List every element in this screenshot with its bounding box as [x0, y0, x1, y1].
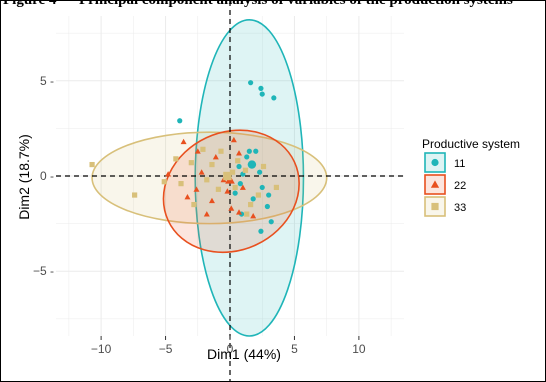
- point-33: [273, 184, 279, 191]
- point-33: [255, 192, 261, 198]
- point-11: [258, 228, 264, 234]
- x-axis-label: Dim1 (44%): [207, 346, 281, 362]
- point-11: [244, 154, 250, 160]
- point-22: [230, 136, 237, 143]
- point-11: [259, 184, 265, 191]
- point-33: [244, 211, 250, 217]
- point-11: [236, 163, 242, 170]
- y-tick-label: −5 -: [33, 264, 54, 278]
- point-11: [246, 148, 252, 154]
- point-11: [248, 80, 254, 86]
- point-22: [165, 171, 172, 177]
- point-33: [248, 201, 254, 208]
- point-33: [132, 192, 138, 198]
- point-22: [193, 186, 200, 192]
- point-11: [258, 85, 264, 91]
- point-22: [194, 148, 201, 154]
- point-33: [173, 156, 179, 162]
- point-33: [191, 201, 197, 208]
- x-tick-label: 0: [227, 342, 234, 356]
- ellipse-22: [162, 129, 300, 254]
- y-tick-label: 0 -: [40, 169, 54, 183]
- point-11: [177, 118, 183, 124]
- point-33: [188, 160, 194, 166]
- legend-label-22: 22: [454, 180, 466, 192]
- x-tick-label: −10: [91, 342, 112, 356]
- point-33: [242, 167, 249, 173]
- point-11: [266, 192, 272, 198]
- point-11: [268, 219, 274, 225]
- point-11: [257, 169, 263, 175]
- point-33: [200, 146, 206, 152]
- y-axis-label: Dim2 (18.7%): [16, 134, 32, 220]
- legend-label-33: 33: [454, 202, 466, 214]
- point-11: [264, 203, 270, 210]
- point-22: [212, 153, 219, 160]
- centroid-11: [247, 160, 257, 169]
- point-22: [208, 197, 215, 204]
- point-11: [232, 190, 238, 196]
- point-11: [259, 91, 265, 97]
- point-33: [218, 148, 224, 154]
- point-22: [236, 209, 243, 215]
- point-33: [178, 181, 184, 187]
- data-points: [89, 80, 279, 234]
- point-33: [161, 179, 167, 185]
- y-tick-label: 5 -: [40, 74, 54, 88]
- point-22: [180, 138, 187, 145]
- point-22: [239, 184, 246, 190]
- point-22: [236, 150, 243, 156]
- point-33: [235, 158, 241, 164]
- legend-marker-33: [431, 202, 439, 211]
- ellipse-11: [194, 19, 305, 337]
- point-11: [250, 196, 256, 202]
- point-11: [271, 95, 277, 101]
- x-tick-label: 10: [352, 342, 366, 356]
- x-axis-ticks: −10 −5 0 5 10: [91, 336, 366, 356]
- y-axis-ticks: −5 - 0 - 5 -: [33, 74, 54, 278]
- point-22: [228, 205, 235, 211]
- point-33: [232, 184, 238, 191]
- legend-title: Productive system: [422, 137, 520, 151]
- point-33: [260, 163, 267, 170]
- point-33: [229, 169, 236, 175]
- point-22: [203, 211, 210, 217]
- point-33: [204, 177, 210, 183]
- point-11: [253, 148, 259, 154]
- point-33: [215, 186, 221, 192]
- clipped-figure-caption: Figure 4 — Principal component analysis …: [3, 0, 513, 8]
- point-22: [224, 188, 231, 194]
- point-11: [237, 181, 243, 187]
- point-33: [209, 161, 215, 168]
- point-22: [184, 193, 191, 200]
- legend-marker-11: [431, 158, 439, 167]
- point-22: [198, 169, 205, 175]
- x-tick-label: −5: [159, 342, 173, 356]
- legend-marker-22: [430, 180, 440, 188]
- centroid-33: [223, 171, 232, 181]
- point-33: [89, 161, 95, 168]
- group-centroids: [223, 160, 257, 184]
- legend-label-11: 11: [454, 158, 465, 170]
- x-tick-label: 5: [291, 342, 298, 356]
- legend: Productive system 11 22 33: [422, 137, 520, 217]
- point-22: [250, 213, 257, 219]
